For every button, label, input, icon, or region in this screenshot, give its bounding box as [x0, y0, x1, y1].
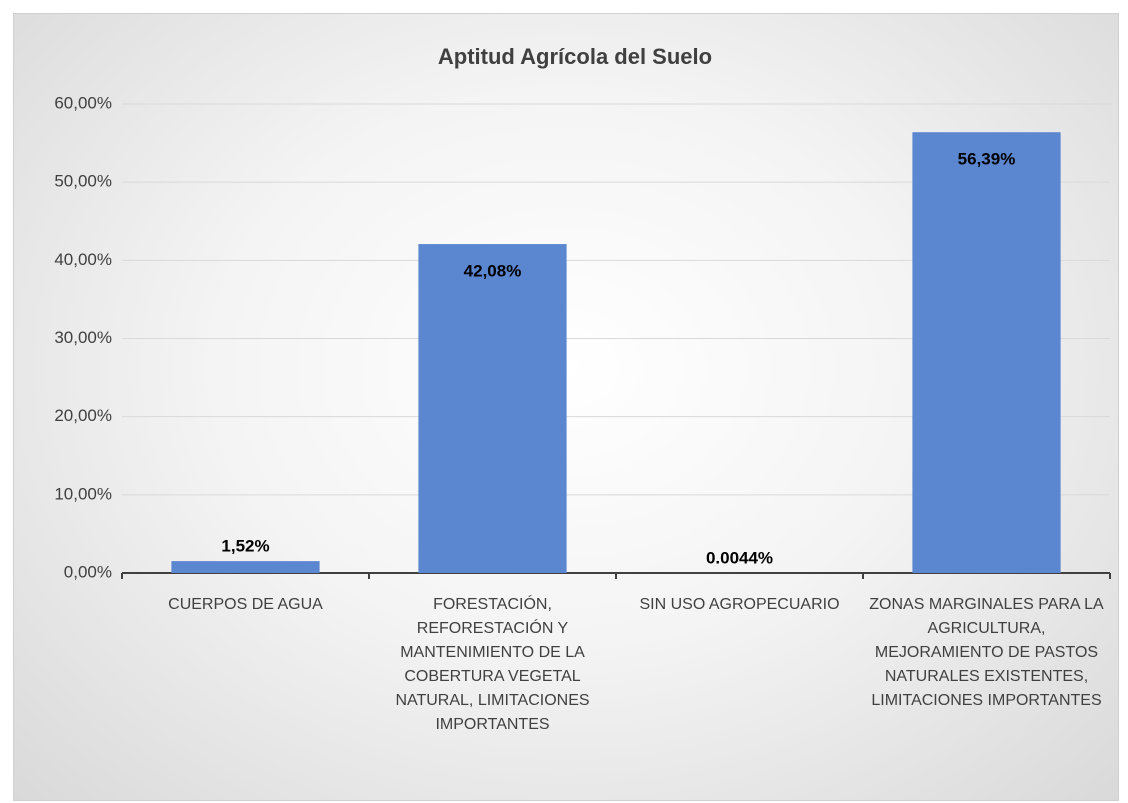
x-tick-label: FORESTACIÓN, REFORESTACIÓN Y MANTENIMIEN… [395, 596, 590, 733]
value-label: 1,52% [221, 537, 269, 556]
value-label: 56,39% [958, 150, 1016, 169]
x-tick-label: ZONAS MARGINALES PARA LA AGRICULTURA, ME… [869, 596, 1104, 709]
chart-title: Aptitud Agrícola del Suelo [438, 44, 712, 69]
value-label: 42,08% [464, 262, 522, 281]
y-tick-label: 40,00% [54, 250, 112, 269]
y-tick-label: 0,00% [64, 562, 112, 581]
bar [171, 561, 320, 573]
x-tick-label: CUERPOS DE AGUA [168, 596, 323, 613]
y-tick-label: 20,00% [54, 406, 112, 425]
y-tick-label: 30,00% [54, 328, 112, 347]
bar [912, 132, 1061, 573]
y-tick-label: 10,00% [54, 484, 112, 503]
bar [418, 244, 567, 574]
y-tick-label: 50,00% [54, 172, 112, 191]
value-label: 0.0044% [706, 548, 773, 567]
y-tick-label: 60,00% [54, 93, 112, 112]
x-tick-label: SIN USO AGROPECUARIO [639, 596, 840, 613]
